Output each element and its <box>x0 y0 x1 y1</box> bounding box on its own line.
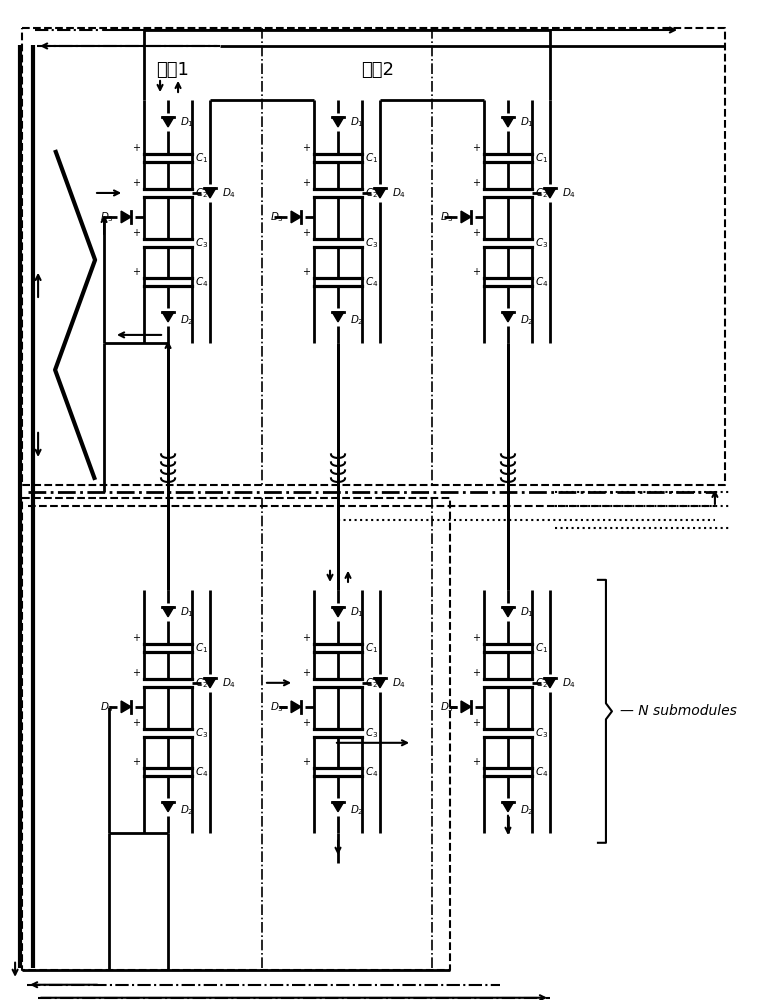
Text: 路径1: 路径1 <box>157 61 190 79</box>
Text: +: + <box>472 668 480 678</box>
Text: $C_{4}$: $C_{4}$ <box>195 275 209 289</box>
Text: $C_{4}$: $C_{4}$ <box>365 765 379 779</box>
Text: +: + <box>302 178 310 188</box>
Text: $D_1$: $D_1$ <box>180 605 194 619</box>
Polygon shape <box>332 802 344 812</box>
Text: $C_{3}$: $C_{3}$ <box>535 236 548 250</box>
Text: $C_{1}$: $C_{1}$ <box>195 641 209 655</box>
Text: $D_2$: $D_2$ <box>180 313 194 327</box>
Polygon shape <box>544 188 556 198</box>
Text: $D_1$: $D_1$ <box>350 115 364 129</box>
Text: $D_1$: $D_1$ <box>520 115 534 129</box>
Polygon shape <box>162 312 174 322</box>
Text: $D_1$: $D_1$ <box>180 115 194 129</box>
Text: $C_{4}$: $C_{4}$ <box>535 765 548 779</box>
Text: $C_{1}$: $C_{1}$ <box>195 151 209 165</box>
Text: $C_{1}$: $C_{1}$ <box>535 641 548 655</box>
Text: $D_4$: $D_4$ <box>222 186 236 200</box>
Text: $C_{3}$: $C_{3}$ <box>195 236 209 250</box>
Text: $D_2$: $D_2$ <box>520 803 533 817</box>
Text: $D_3$: $D_3$ <box>440 210 454 224</box>
Polygon shape <box>502 312 514 322</box>
Text: $D_2$: $D_2$ <box>520 313 533 327</box>
Text: $D_3$: $D_3$ <box>270 700 284 714</box>
Text: — N submodules: — N submodules <box>620 704 736 718</box>
Text: $C_{2}$: $C_{2}$ <box>195 186 209 200</box>
Polygon shape <box>204 678 216 688</box>
Text: $C_{2}$: $C_{2}$ <box>195 676 209 690</box>
Text: +: + <box>302 228 310 238</box>
Text: $C_{4}$: $C_{4}$ <box>365 275 379 289</box>
Polygon shape <box>502 802 514 812</box>
Text: 路径2: 路径2 <box>362 61 394 79</box>
Polygon shape <box>332 607 344 617</box>
Text: $C_{2}$: $C_{2}$ <box>535 676 548 690</box>
Text: $C_{1}$: $C_{1}$ <box>535 151 548 165</box>
Text: $D_4$: $D_4$ <box>562 186 576 200</box>
Text: +: + <box>302 267 310 277</box>
Text: +: + <box>472 143 480 153</box>
Text: +: + <box>302 757 310 767</box>
Text: $C_{3}$: $C_{3}$ <box>535 726 548 740</box>
Polygon shape <box>502 607 514 617</box>
Text: $C_{4}$: $C_{4}$ <box>195 765 209 779</box>
Polygon shape <box>461 701 471 713</box>
Text: $D_4$: $D_4$ <box>562 676 576 690</box>
Text: $D_2$: $D_2$ <box>350 313 364 327</box>
Polygon shape <box>162 607 174 617</box>
Text: +: + <box>132 178 140 188</box>
Polygon shape <box>374 188 386 198</box>
Text: $D_3$: $D_3$ <box>270 210 284 224</box>
Text: +: + <box>132 757 140 767</box>
Text: $D_3$: $D_3$ <box>100 700 114 714</box>
Text: $C_{3}$: $C_{3}$ <box>195 726 209 740</box>
Text: +: + <box>472 267 480 277</box>
Polygon shape <box>332 312 344 322</box>
Polygon shape <box>502 117 514 127</box>
Text: +: + <box>132 668 140 678</box>
Text: $D_1$: $D_1$ <box>520 605 534 619</box>
Text: $D_4$: $D_4$ <box>392 676 406 690</box>
Text: $D_4$: $D_4$ <box>222 676 236 690</box>
Polygon shape <box>162 802 174 812</box>
Polygon shape <box>291 211 301 223</box>
Text: +: + <box>132 633 140 643</box>
Text: $C_{4}$: $C_{4}$ <box>535 275 548 289</box>
Text: +: + <box>472 718 480 728</box>
Text: $D_3$: $D_3$ <box>100 210 114 224</box>
Text: +: + <box>132 143 140 153</box>
Text: +: + <box>472 228 480 238</box>
Text: $C_{3}$: $C_{3}$ <box>365 726 378 740</box>
Text: +: + <box>302 668 310 678</box>
Polygon shape <box>204 188 216 198</box>
Text: $D_2$: $D_2$ <box>350 803 364 817</box>
Text: $D_3$: $D_3$ <box>440 700 454 714</box>
Text: $C_{3}$: $C_{3}$ <box>365 236 378 250</box>
Text: +: + <box>472 757 480 767</box>
Polygon shape <box>374 678 386 688</box>
Text: +: + <box>132 267 140 277</box>
Text: $C_{1}$: $C_{1}$ <box>365 641 378 655</box>
Text: +: + <box>472 633 480 643</box>
Text: $D_2$: $D_2$ <box>180 803 194 817</box>
Text: $C_{2}$: $C_{2}$ <box>535 186 548 200</box>
Text: $C_{2}$: $C_{2}$ <box>365 676 378 690</box>
Text: +: + <box>302 143 310 153</box>
Polygon shape <box>121 211 131 223</box>
Text: +: + <box>302 633 310 643</box>
Polygon shape <box>162 117 174 127</box>
Text: +: + <box>302 718 310 728</box>
Text: $D_1$: $D_1$ <box>350 605 364 619</box>
Polygon shape <box>332 117 344 127</box>
Text: $C_{1}$: $C_{1}$ <box>365 151 378 165</box>
Polygon shape <box>291 701 301 713</box>
Text: $D_4$: $D_4$ <box>392 186 406 200</box>
Text: +: + <box>132 718 140 728</box>
Text: +: + <box>132 228 140 238</box>
Text: $C_{2}$: $C_{2}$ <box>365 186 378 200</box>
Polygon shape <box>461 211 471 223</box>
Polygon shape <box>544 678 556 688</box>
Polygon shape <box>121 701 131 713</box>
Text: +: + <box>472 178 480 188</box>
